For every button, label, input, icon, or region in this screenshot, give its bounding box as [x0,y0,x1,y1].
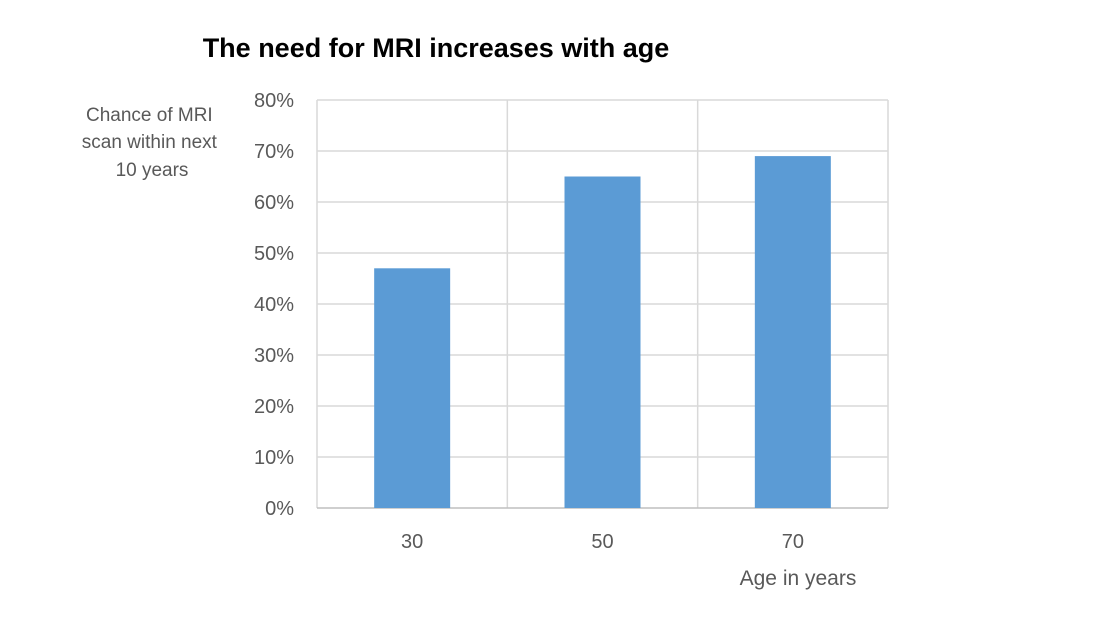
bar-50 [564,176,641,508]
tick-labels: 0% 10% 20% 30% 40% 50% 60% 70% 80% 30 50 70 [254,90,804,553]
y-tick-label: 10% [254,447,294,469]
y-axis-label-line-1: Chance of MRI [86,105,213,126]
y-axis-label-line-3: 10 years [116,160,189,181]
y-tick-label: 60% [254,192,294,214]
bar-70 [754,156,831,508]
x-tick-label: 30 [401,531,423,553]
y-tick-label: 40% [254,294,294,316]
y-axis-label-line-2: scan within next [82,132,218,153]
y-axis-label: Chance of MRI scan within next 10 years [82,105,222,181]
y-tick-label: 30% [254,345,294,367]
x-tick-label: 70 [782,531,804,553]
x-tick-label: 50 [591,531,613,553]
x-axis-label: Age in years [740,567,857,590]
bar-30 [374,268,451,508]
bars [374,156,831,508]
y-tick-label: 0% [265,498,294,520]
y-tick-label: 80% [254,90,294,112]
y-tick-label: 20% [254,396,294,418]
y-tick-label: 70% [254,141,294,163]
y-tick-label: 50% [254,243,294,265]
chart-title: The need for MRI increases with age [203,33,670,63]
